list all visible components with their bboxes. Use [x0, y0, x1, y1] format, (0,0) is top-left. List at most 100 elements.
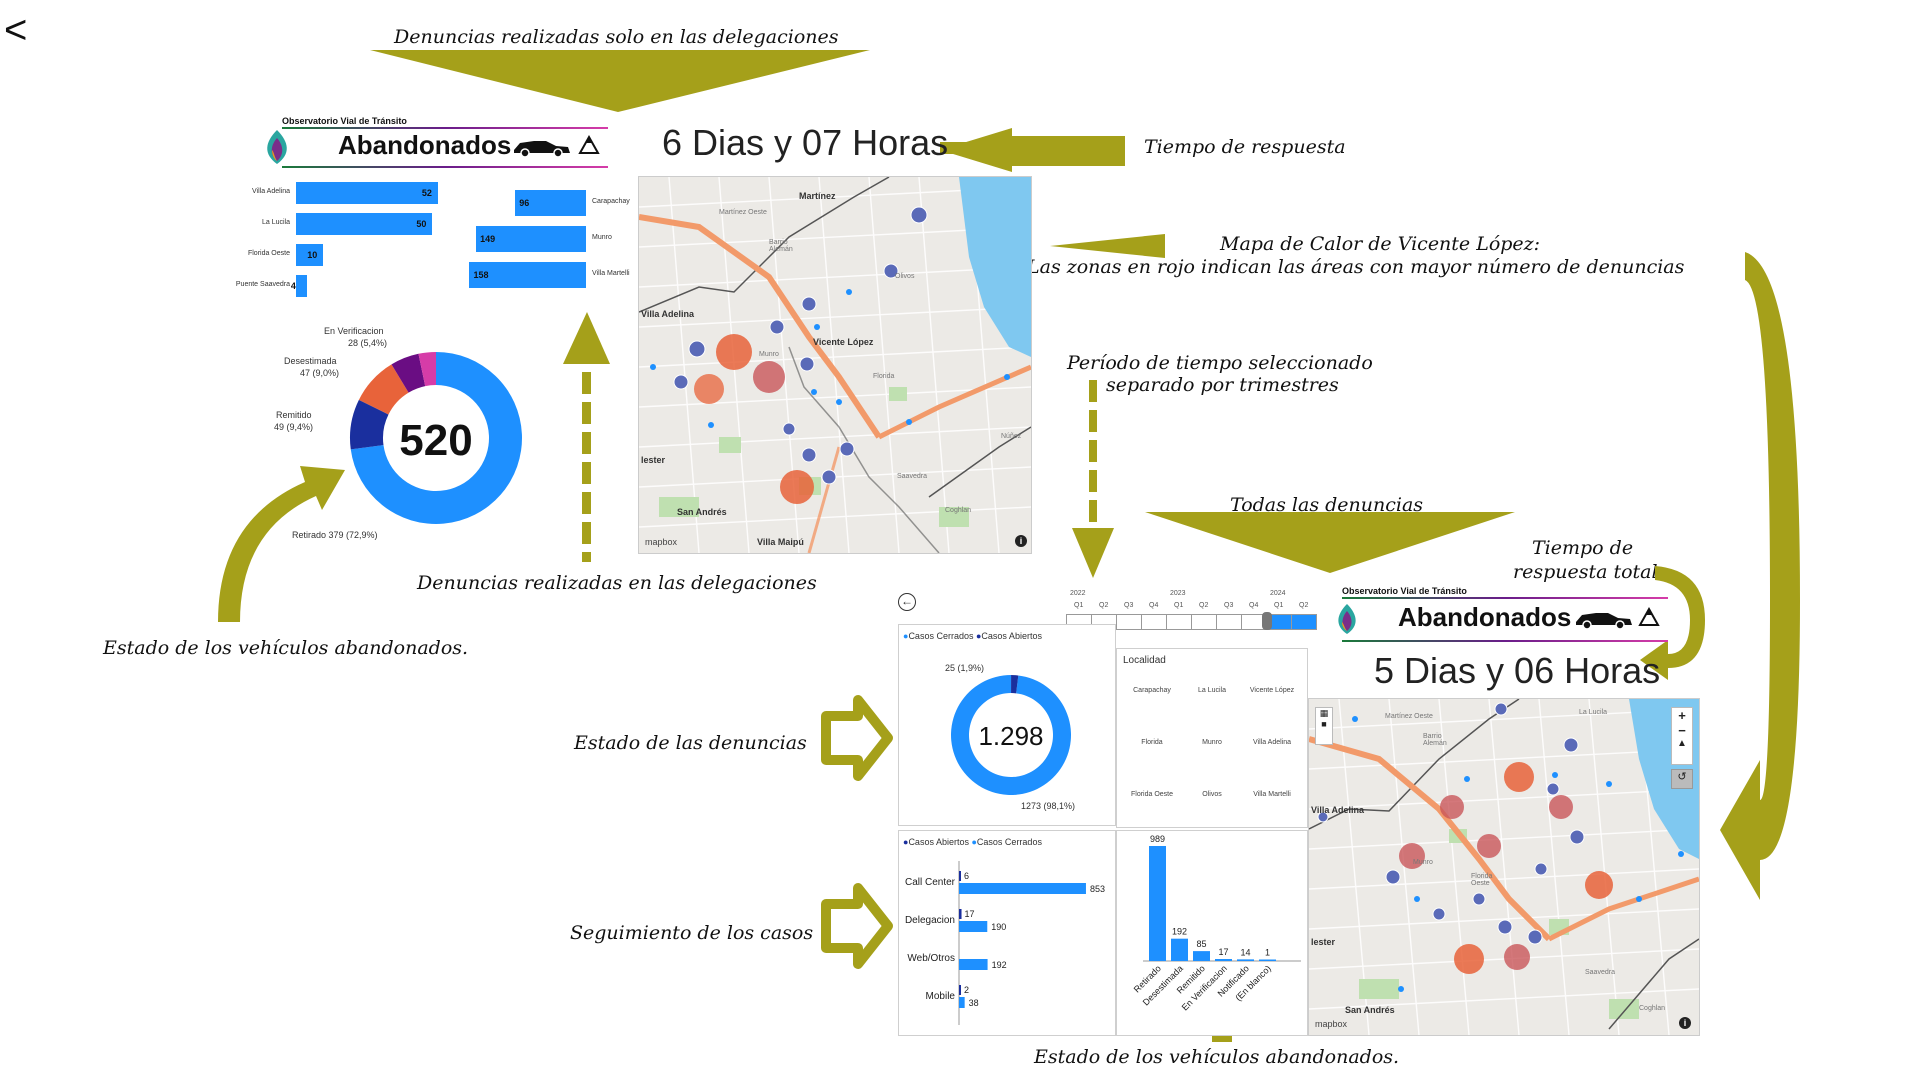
donut-1-label-retirado: Retirado 379 (72,9%): [292, 530, 378, 540]
timeline-cell[interactable]: [1216, 614, 1242, 630]
bar-value: 50: [416, 219, 427, 229]
map-1-place-lester: lester: [641, 455, 666, 465]
map-1-place-olivos: Olivos: [895, 273, 915, 280]
annotation-estado-vehiculos-bottom: Estado de los vehículos abandonados.: [1034, 1046, 1400, 1068]
arrow-top-triangle: [370, 50, 870, 112]
map-2-place-florida-oeste: Florida Oeste: [1471, 873, 1493, 887]
map-1-place-florida: Florida: [873, 373, 895, 380]
info-icon-1[interactable]: i: [1015, 535, 1027, 547]
timeline-quarter: Q3: [1224, 602, 1234, 609]
timeline-handle[interactable]: [1262, 612, 1272, 630]
donut-slice: [350, 352, 522, 524]
bar-label: Florida Oeste: [247, 250, 290, 257]
heat-map-2[interactable]: Martínez Oeste Barrio Alemán La Lucila V…: [1308, 698, 1700, 1036]
header-2-title: Abandonados: [1398, 602, 1572, 632]
timeline-cell[interactable]: [1166, 614, 1192, 630]
donut-2-total: 1.298: [978, 721, 1044, 751]
localidad-item[interactable]: Munro: [1202, 739, 1222, 746]
bar-abiertos-value: 17: [965, 909, 975, 919]
donut-slice: [391, 353, 426, 393]
donut-1-label-remitido: Remitido: [276, 410, 312, 420]
timeline-quarter: Q1: [1274, 602, 1284, 609]
bar-cerrados-value: 853: [1090, 884, 1105, 894]
localidad-item[interactable]: Villa Martelli: [1253, 791, 1291, 798]
seguimiento-panel: ●Casos Abiertos ●Casos Cerrados Call Cen…: [898, 830, 1116, 1036]
donut-2-legend: ●Casos Cerrados ●Casos Abiertos: [903, 631, 1042, 641]
timeline-cell[interactable]: [1141, 614, 1167, 630]
bar-value: 96: [519, 198, 530, 208]
annotation-tiempo-total-line1: Tiempo de: [1532, 537, 1634, 559]
localidad-item[interactable]: Carapachay: [1133, 687, 1171, 694]
bar: [469, 262, 586, 288]
annotation-estado-denuncias: Estado de las denuncias: [574, 732, 807, 754]
timeline-cell[interactable]: [1291, 614, 1317, 630]
donut-slice: [350, 399, 389, 450]
localidad-item[interactable]: Olivos: [1202, 791, 1222, 798]
timeline-cell[interactable]: [1116, 614, 1142, 630]
bar-abiertos: [959, 871, 961, 881]
recycle-icon-2: [1638, 606, 1660, 626]
zoom-in-button[interactable]: +: [1678, 708, 1686, 723]
heat-map-1[interactable]: Martínez Martínez Oeste Barrio Alemán Ol…: [638, 176, 1032, 554]
map-2-canvas[interactable]: [1309, 699, 1699, 1035]
timeline-quarter: Q2: [1199, 602, 1209, 609]
bar-cerrados-value: 38: [969, 998, 979, 1008]
map-1-canvas[interactable]: [639, 177, 1031, 553]
select-icon[interactable]: ■: [1321, 719, 1327, 729]
compass-icon[interactable]: ▲: [1677, 738, 1687, 749]
localidad-item[interactable]: La Lucila: [1197, 687, 1227, 694]
localidad-panel: Localidad Carapachay La Lucila Vicente Lóp…: [1116, 648, 1308, 828]
legend-casos-abiertos: Casos Abiertos: [981, 631, 1042, 641]
layers-icon[interactable]: ▦: [1319, 708, 1329, 718]
car-icon: [514, 141, 570, 158]
lasso-icon[interactable]: ↺: [1671, 769, 1693, 789]
zoom-out-button[interactable]: −: [1678, 723, 1686, 738]
donut-slice: [951, 675, 1071, 795]
map-2-place-villa-adelina: Villa Adelina: [1311, 805, 1365, 815]
estado-bar-value: 85: [1196, 939, 1206, 949]
donut-1-value-verificacion: 28 (5,4%): [348, 338, 388, 348]
map-1-place-vicente-lopez: Vicente López: [813, 337, 874, 347]
map-1-place-barrio-aleman: Barrio Alemán: [769, 239, 793, 253]
annotation-seguimiento: Seguimiento de los casos: [570, 922, 814, 944]
bar-abiertos: [959, 909, 962, 919]
localidad-item[interactable]: Vicente López: [1249, 687, 1295, 694]
mapbox-logo-1: mapbox: [645, 537, 678, 547]
localidad-item[interactable]: Florida: [1141, 739, 1163, 746]
arrow-periodo: [1072, 528, 1114, 578]
row-label: Delegacion: [905, 915, 955, 926]
map-2-place-san-andres: San Andrés: [1345, 1005, 1395, 1015]
bar-cerrados: [959, 883, 1086, 894]
response-time-1: 6 Dias y 07 Horas: [662, 122, 949, 163]
bar-label: La Lucila: [261, 219, 290, 226]
localidad-item[interactable]: Florida Oeste: [1130, 791, 1174, 798]
localidad-item[interactable]: Villa Adelina: [1252, 739, 1291, 746]
map-1-place-munro: Munro: [759, 351, 779, 358]
back-circle-button[interactable]: ←: [898, 593, 916, 611]
donut-chart-2-panel: ●Casos Cerrados ●Casos Abiertos 1.298 25…: [898, 624, 1116, 826]
annotation-tiempo-total-line2: respuesta total: [1513, 561, 1658, 583]
response-time-2: 5 Dias y 06 Horas: [1374, 650, 1661, 691]
legend-casos-abiertos-2: Casos Abiertos: [908, 837, 969, 847]
timeline-cell[interactable]: [1191, 614, 1217, 630]
arrow-curve-right: [1720, 252, 1800, 900]
header-1-subtitle: Observatorio Vial de Tránsito: [282, 116, 407, 126]
bar-value: 158: [473, 270, 489, 280]
annotation-estado-vehiculos-left: Estado de los vehículos abandonados.: [103, 637, 469, 659]
back-button[interactable]: <: [4, 8, 28, 52]
info-icon-2[interactable]: i: [1679, 1017, 1691, 1029]
left-bar-chart: Villa Adelina 52 La Lucila 50 Florida Oeste 1…: [228, 178, 458, 318]
arrow-tiempo-respuesta: [940, 136, 1125, 166]
arrow-seguimiento: [821, 883, 893, 969]
arrow-mapa: [1050, 234, 1165, 258]
mapbox-logo-2: mapbox: [1315, 1019, 1348, 1029]
bar-abiertos-value: 2: [964, 985, 969, 995]
estado-panel: 989 Retirado 192 Desestimada 85 Remitido 17 En …: [1116, 830, 1308, 1036]
annotation-delegaciones-bottom: Denuncias realizadas en las delegaciones: [417, 572, 817, 594]
annotation-mapa-line1: Mapa de Calor de Vicente López:: [1220, 233, 1541, 255]
map-1-place-nunez: Núñez: [1001, 433, 1022, 440]
map-2-place-barrio-aleman: Barrio Alemán: [1423, 733, 1447, 747]
row-label: Web/Otros: [907, 953, 955, 964]
estado-bar: [1149, 846, 1166, 961]
bar-cerrados: [959, 921, 988, 932]
